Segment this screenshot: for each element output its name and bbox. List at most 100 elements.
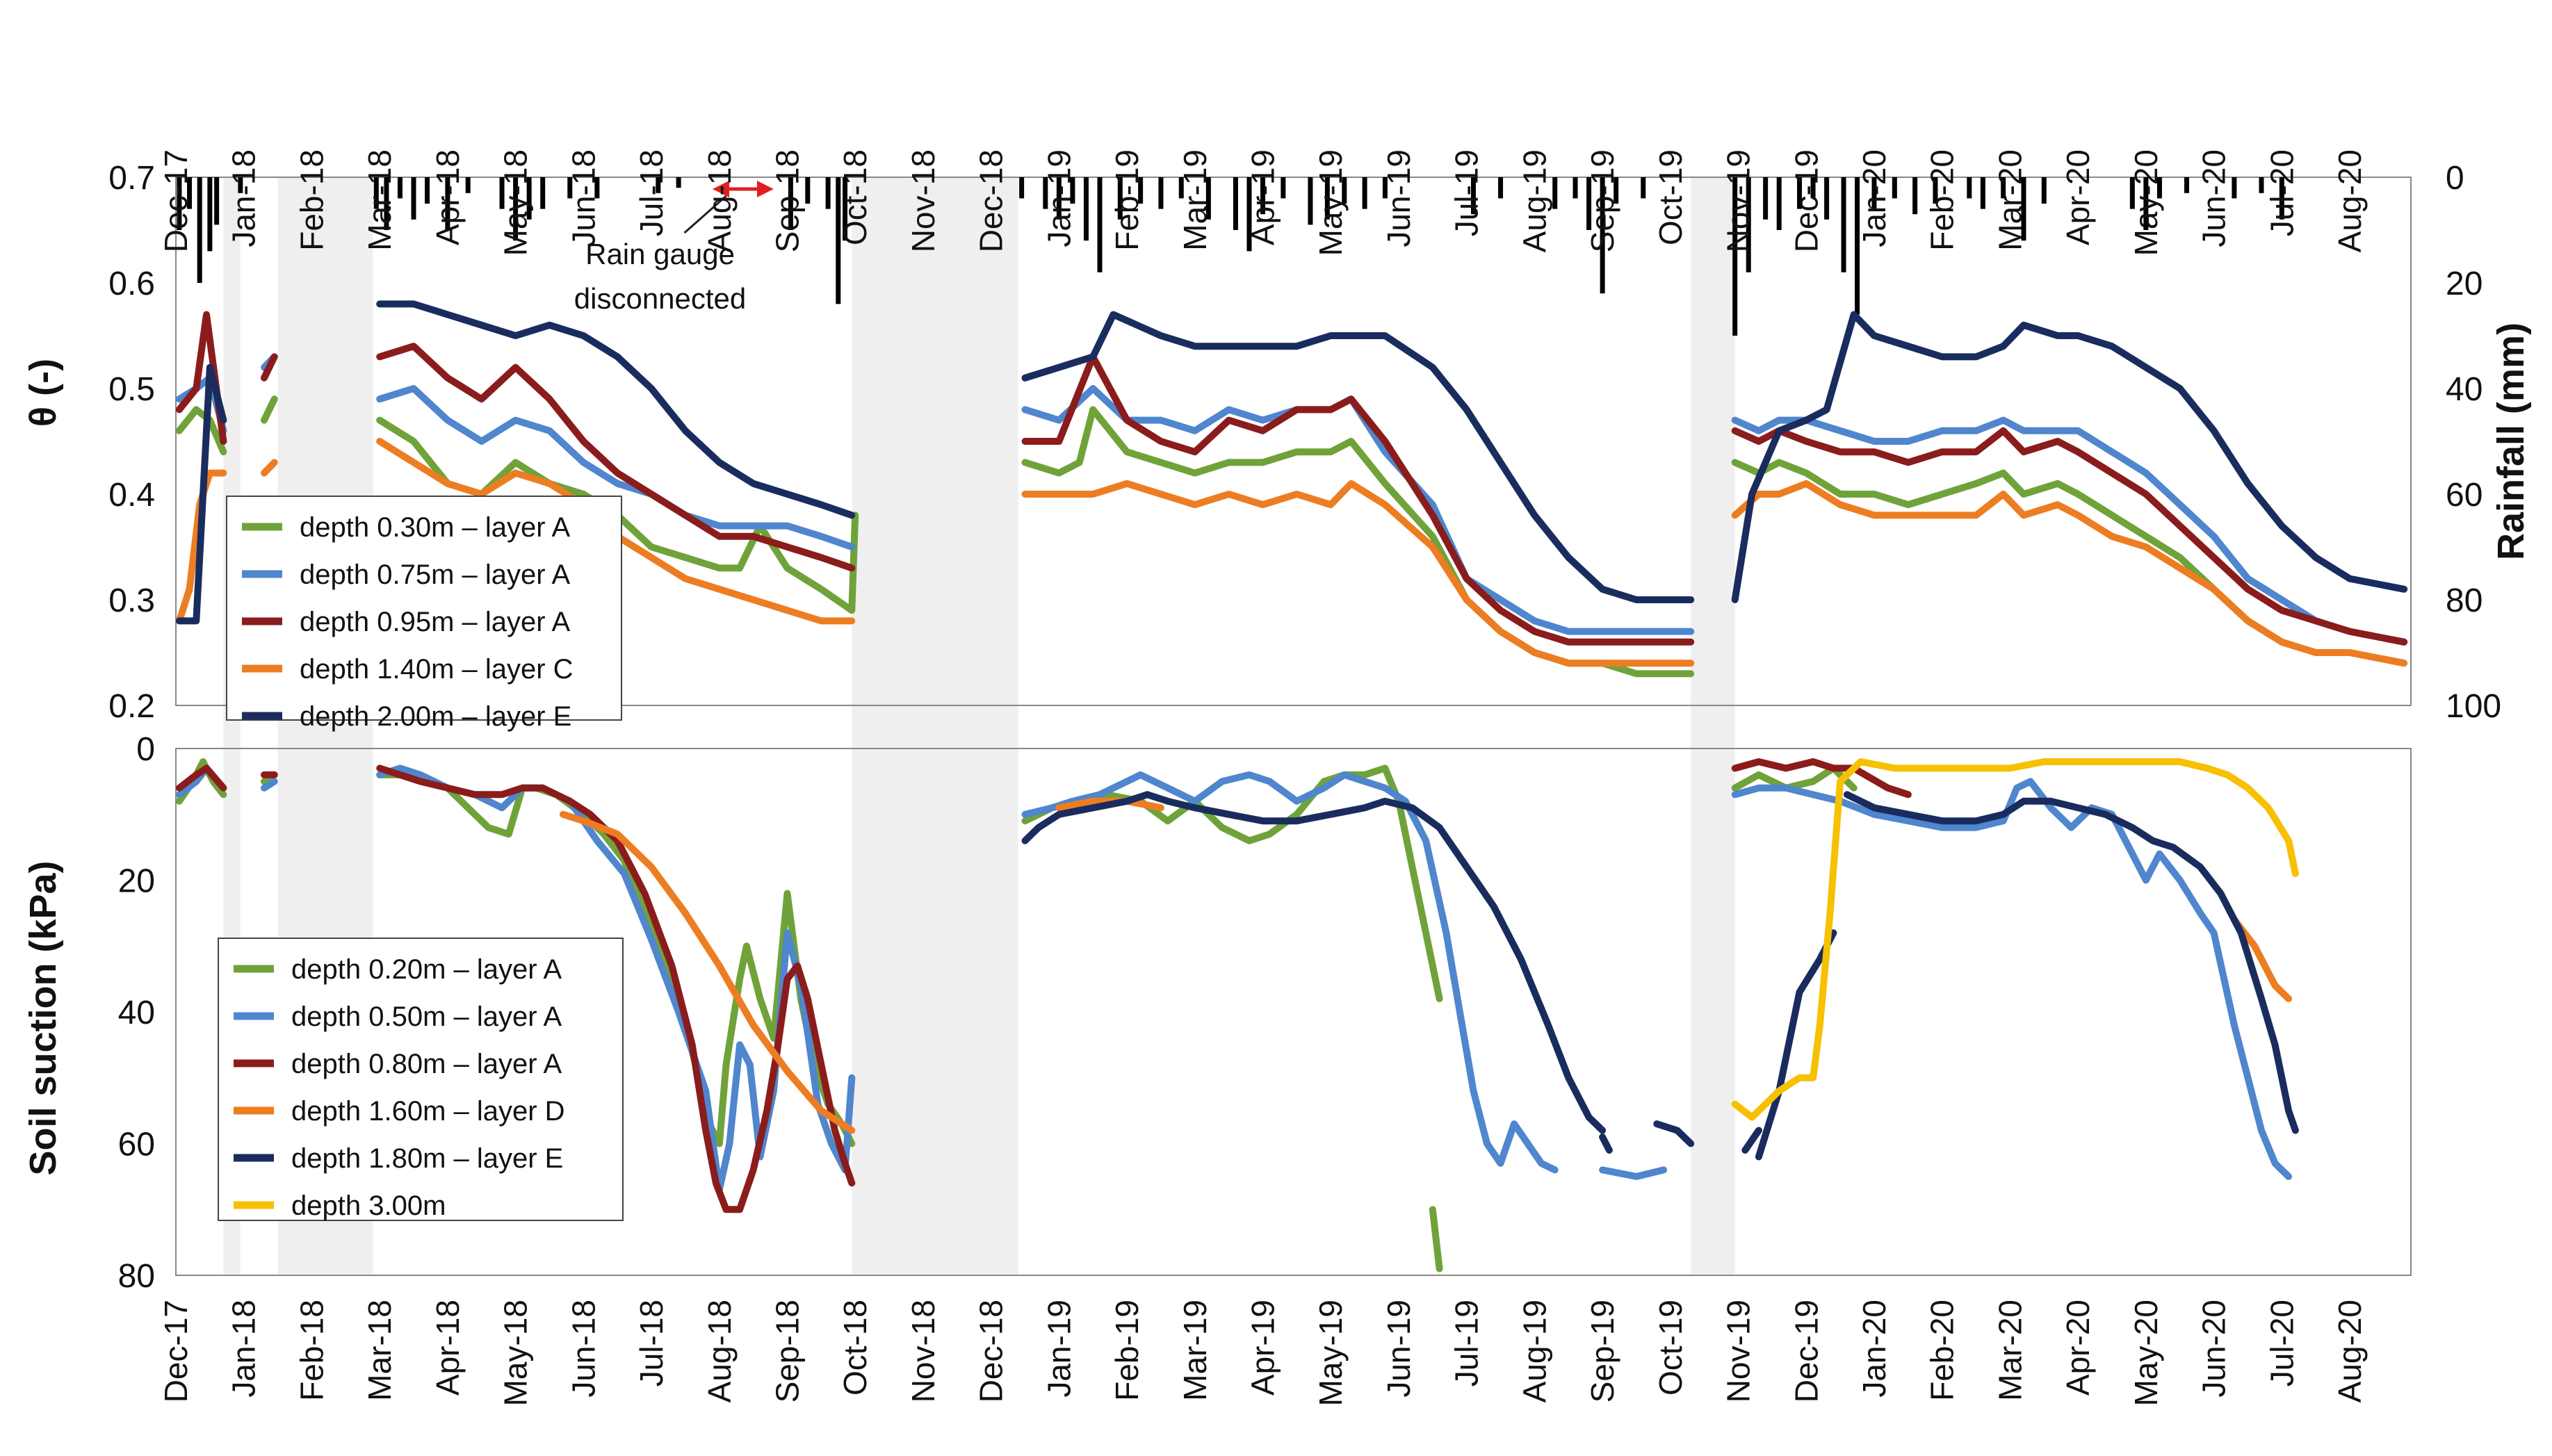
moisture-line-depth-0-75m-layer-a-3 [376, 385, 856, 550]
suction-legend-label: depth 1.80m – layer E [291, 1143, 563, 1174]
rainfall-bar-5 [214, 177, 220, 225]
month-label-top: Feb-20 [1924, 149, 1960, 251]
rainfall-bar-43 [1324, 177, 1330, 220]
rainfall-bar-39 [1246, 177, 1252, 252]
rainfall-bar-25 [836, 177, 841, 304]
month-label-bottom: Apr-18 [430, 1300, 466, 1396]
month-label-top: Jan-19 [1041, 149, 1077, 247]
suction-y-tick-label: 0 [136, 731, 155, 768]
rainfall-bar-40 [1260, 177, 1266, 215]
month-label-bottom: Feb-18 [293, 1300, 330, 1401]
rainfall-bar-48 [1498, 177, 1504, 199]
month-label-top: Jan-18 [226, 149, 262, 247]
suction-line-depth-0-50m-layer-a-6 [1731, 778, 2293, 1180]
rainfall-bar-64 [1871, 177, 1877, 209]
rainfall-bar-71 [2021, 177, 2026, 241]
moisture-legend-label: depth 0.75m – layer A [300, 559, 570, 590]
rainfall-bar-72 [2041, 177, 2047, 204]
month-label-bottom: Aug-20 [2332, 1300, 2368, 1402]
rainfall-y-tick-label: 60 [2446, 477, 2482, 514]
rainfall-bar-45 [1362, 177, 1367, 209]
moisture-y-tick-label: 0.3 [108, 582, 155, 619]
month-label-bottom: Dec-17 [158, 1300, 194, 1402]
moisture-line-depth-2-00m-layer-e-4 [1731, 311, 2408, 603]
moisture-legend-label: depth 0.30m – layer A [300, 512, 570, 543]
moisture-line-depth-0-95m-layer-a-5 [1731, 427, 2408, 646]
month-label-top: Jul-20 [2264, 149, 2300, 236]
rainfall-bar-79 [2279, 177, 2284, 220]
rainfall-bar-10 [411, 177, 416, 220]
annotation-arrow-head-left [712, 181, 729, 197]
rainfall-bar-22 [788, 177, 793, 230]
month-label-bottom: Jan-20 [1856, 1300, 1892, 1398]
rainfall-bar-17 [540, 177, 546, 209]
moisture-y-tick-label: 0.5 [108, 371, 155, 408]
rainfall-bar-58 [1776, 177, 1782, 230]
month-label-top: May-18 [498, 149, 534, 256]
month-label-bottom: Jun-20 [2196, 1300, 2232, 1398]
rainfall-bar-55 [1732, 177, 1738, 336]
rainfall-y-tick-label: 40 [2446, 371, 2482, 408]
month-label-bottom: Jan-19 [1041, 1300, 1077, 1398]
rainfall-bar-32 [1097, 177, 1103, 272]
moisture-y-tick-label: 0.2 [108, 688, 155, 725]
rainfall-bar-54 [1641, 177, 1646, 199]
month-label-bottom: Jun-19 [1381, 1300, 1417, 1398]
month-label-top: Sep-18 [769, 149, 805, 252]
annotation-text-line: Rain gauge [585, 238, 735, 270]
moisture-legend-label: depth 1.40m – layer C [300, 654, 574, 685]
rainfall-bar-15 [513, 177, 519, 241]
annotation-text-line: disconnected [574, 282, 747, 315]
rainfall-bar-38 [1233, 177, 1238, 230]
month-label-bottom: Oct-18 [837, 1300, 873, 1396]
moisture-line-depth-0-75m-layer-a-5 [1731, 416, 2408, 646]
month-labels-top: Dec-17 Jan-18 Feb-18 Mar-18 Apr-18 May-18 Jun-… [158, 149, 2368, 256]
month-label-top: Feb-18 [293, 149, 330, 251]
suction-panel: 0 20 40 60 80 Soil suction (kPa) depth 0.20m… [22, 731, 2412, 1295]
month-label-top: Jun-20 [2196, 149, 2232, 247]
month-label-bottom: Jul-20 [2264, 1300, 2300, 1387]
month-label-top: Jun-19 [1381, 149, 1417, 247]
rainfall-bar-36 [1178, 177, 1184, 199]
month-label-bottom: Dec-18 [973, 1300, 1009, 1402]
rainfall-bar-47 [1470, 177, 1476, 215]
rainfall-bar-35 [1158, 177, 1164, 209]
rainfall-bar-26 [843, 177, 848, 241]
suction-plot-frame [175, 748, 2412, 1276]
month-label-top: Nov-19 [1721, 149, 1757, 252]
suction-line-depth-1-80m-layer-e-1 [1021, 791, 1607, 1134]
moisture-line-depth-1-40m-layer-c-4 [1021, 480, 1695, 667]
month-label-top: Dec-19 [1788, 149, 1824, 252]
month-label-top: May-20 [2128, 149, 2164, 256]
suction-line-depth-0-50m-layer-a-5 [1599, 1166, 1668, 1180]
moisture-line-depth-1-40m-layer-c-2 [261, 459, 278, 477]
month-label-bottom: Mar-18 [361, 1300, 398, 1401]
rainfall-bar-70 [2001, 177, 2006, 199]
moisture-line-depth-0-30m-layer-a-1 [175, 406, 227, 456]
month-label-top: Sep-19 [1584, 149, 1620, 252]
moisture-plot-frame [175, 177, 2412, 706]
rainfall-bar-53 [1614, 177, 1619, 204]
rainfall-bar-23 [805, 177, 811, 204]
rainfall-bar-3 [197, 177, 202, 283]
rainfall-bar-11 [425, 177, 430, 204]
rainfall-bar-44 [1342, 177, 1347, 204]
rainfall-bar-68 [1967, 177, 1972, 199]
rainfall-bar-16 [526, 177, 532, 220]
month-label-bottom: May-20 [2128, 1300, 2164, 1406]
suction-y-tick-label: 20 [118, 863, 155, 900]
month-label-top: Mar-20 [1992, 149, 2028, 251]
month-label-bottom: Feb-19 [1109, 1300, 1145, 1401]
month-label-bottom: Sep-18 [769, 1300, 805, 1402]
rainfall-bar-46 [1382, 177, 1388, 199]
suction-line-depth-0-50m-layer-a-2 [261, 778, 278, 792]
rainfall-bar-20 [656, 177, 661, 193]
rainfall-bar-37 [1205, 177, 1211, 220]
suction-legend: depth 0.20m – layer A depth 0.50m – layer… [218, 938, 624, 1221]
moisture-y-axis-title: θ (-) [22, 359, 64, 427]
rainfall-bar-65 [1892, 177, 1897, 199]
rainfall-bar-14 [499, 177, 505, 209]
suction-legend-label: depth 3.00m [291, 1191, 446, 1221]
annotation-arrow-head-right [756, 181, 774, 197]
